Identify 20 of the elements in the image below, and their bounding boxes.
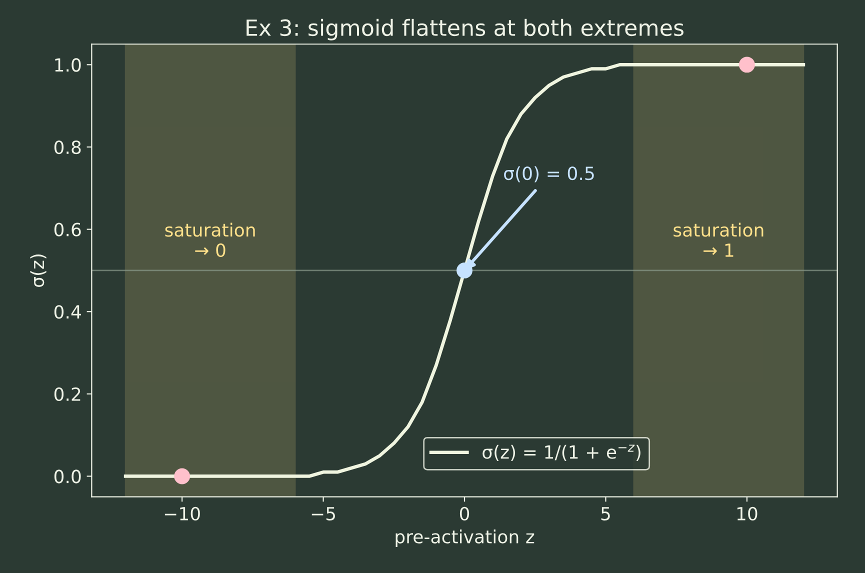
y-axis-title: σ(z)	[30, 254, 46, 287]
point	[174, 468, 190, 484]
y-tick-label: 1.0	[55, 58, 81, 72]
x-tick-label: 0	[460, 506, 470, 520]
x-tick-label: 10	[737, 506, 758, 520]
x-axis-title: pre-activation z	[396, 530, 534, 548]
band-label: saturation → 0	[165, 222, 255, 257]
band-label: saturation → 1	[674, 222, 764, 257]
x-tick-label: −10	[164, 506, 200, 520]
chart-title: Ex 3: sigmoid flattens at both extremes	[246, 18, 684, 40]
legend-label: σ(z) = 1/(1 + e$^{−z}$)	[482, 444, 640, 461]
y-tick-label: 0.2	[54, 387, 80, 402]
point	[738, 56, 755, 73]
y-tick-label: 0.0	[54, 470, 81, 484]
y-tick-label: 0.4	[54, 305, 81, 319]
y-tick-label: 0.8	[54, 140, 81, 154]
y-tick-label: 0.6	[54, 222, 81, 236]
x-tick-label: 5	[601, 507, 610, 520]
x-tick-label: −5	[312, 507, 336, 520]
annotation: σ(0) = 0.5	[504, 166, 594, 182]
